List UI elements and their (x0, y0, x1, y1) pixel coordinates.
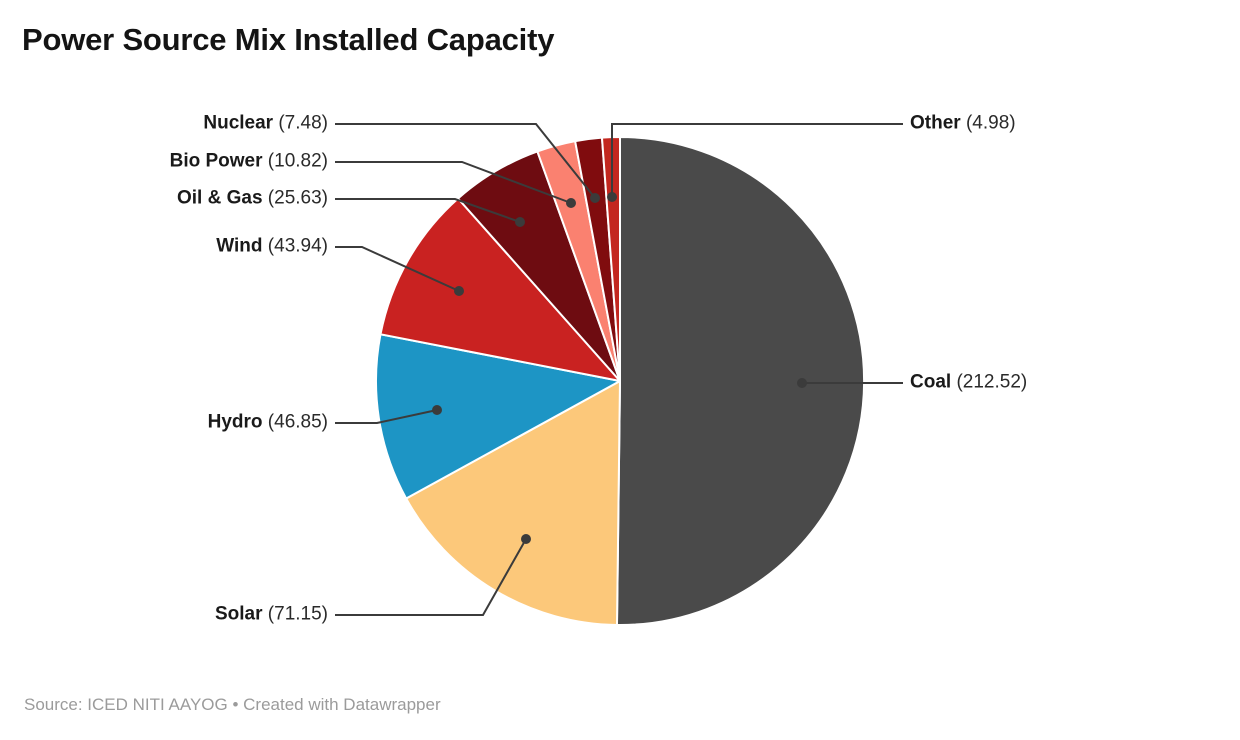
slice-label-nuclear: Nuclear (7.48) (203, 113, 328, 136)
pie-slice-coal[interactable] (615, 136, 866, 626)
leader-dot-hydro (432, 405, 442, 415)
slice-label-value: (43.94) (262, 235, 328, 257)
leader-line-oil-gas (335, 198, 521, 223)
leader-dot-bio-power (566, 198, 576, 208)
slice-label-solar: Solar (71.15) (215, 604, 328, 627)
slice-label-name: Other (910, 112, 961, 134)
leader-line-bio-power (335, 161, 572, 204)
leader-dot-solar (521, 534, 531, 544)
pie-slice-hydro[interactable] (375, 333, 621, 500)
slice-label-bio-power: Bio Power (10.82) (170, 151, 328, 174)
slice-label-name: Oil & Gas (176, 187, 263, 209)
leader-dot-other (607, 192, 617, 202)
leader-line-solar (335, 538, 527, 616)
chart-footer: Source: ICED NITI AAYOG • Created with D… (24, 695, 441, 714)
slice-label-value: (4.98) (960, 112, 1016, 134)
slice-label-value: (10.82) (262, 150, 328, 172)
slice-label-name: Coal (910, 371, 952, 393)
leader-line-hydro (335, 409, 438, 424)
slice-label-hydro: Hydro (46.85) (208, 412, 328, 435)
leader-line-nuclear (335, 123, 596, 199)
leader-dot-oil-gas (515, 217, 525, 227)
slice-label-oil-gas: Oil & Gas (25.63) (177, 188, 328, 211)
leader-dot-coal (797, 378, 807, 388)
slice-label-name: Nuclear (203, 112, 274, 134)
slice-label-name: Bio Power (169, 150, 263, 172)
leader-dot-nuclear (590, 193, 600, 203)
slice-label-name: Hydro (207, 411, 263, 433)
leader-line-wind (335, 246, 460, 292)
slice-label-coal: Coal (212.52) (910, 372, 1027, 395)
slice-label-value: (71.15) (262, 603, 328, 625)
slice-label-other: Other (4.98) (910, 113, 1016, 136)
slice-label-name: Solar (214, 603, 263, 625)
slice-label-name: Wind (216, 235, 263, 257)
slice-label-value: (46.85) (262, 411, 328, 433)
slice-label-value: (212.52) (951, 371, 1028, 393)
slice-label-value: (7.48) (273, 112, 328, 134)
pie-slice-solar[interactable] (405, 380, 621, 626)
chart-title: Power Source Mix Installed Capacity (22, 22, 555, 57)
leader-dot-wind (454, 286, 464, 296)
leader-line-other (611, 123, 903, 197)
slice-label-value: (25.63) (262, 187, 328, 209)
slice-label-wind: Wind (43.94) (216, 236, 328, 259)
pie-slice-wind[interactable] (379, 197, 621, 382)
